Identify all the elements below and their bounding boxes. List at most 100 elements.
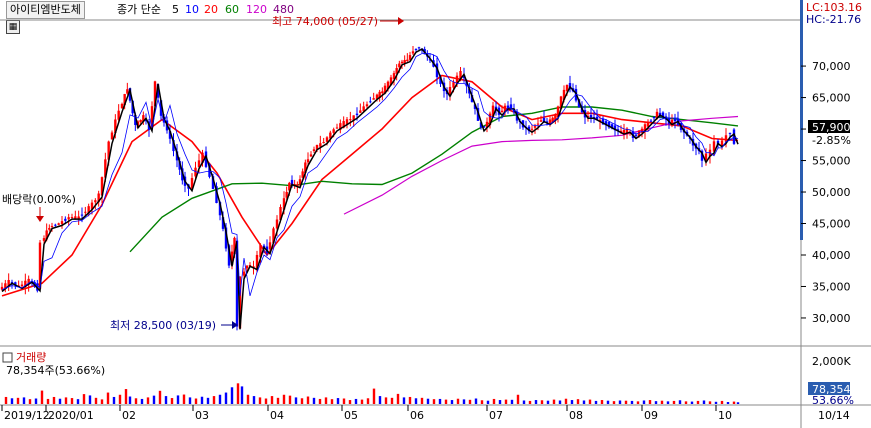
candle-body xyxy=(309,154,313,157)
volume-bar xyxy=(486,400,490,404)
volume-bar xyxy=(678,400,682,404)
price-tick-label: 40,000 xyxy=(812,249,851,262)
volume-bar xyxy=(112,396,116,404)
current-price-box xyxy=(808,120,850,133)
arrow-down-icon xyxy=(36,216,44,222)
candle-body xyxy=(0,286,4,290)
volume-bar xyxy=(318,398,322,404)
candle-body xyxy=(652,116,656,119)
candle-body xyxy=(448,86,452,97)
date-tick-label: 2019/12 xyxy=(4,409,50,422)
candle-body xyxy=(175,151,179,161)
candle-body xyxy=(134,114,137,125)
volume-bar xyxy=(52,396,56,404)
stock-name-box[interactable]: 아이티엠반도체 xyxy=(6,1,85,19)
volume-bar xyxy=(630,400,634,404)
candle-body xyxy=(159,100,163,116)
candle-body xyxy=(315,144,319,150)
candle-body xyxy=(339,123,342,130)
volume-bar xyxy=(342,398,346,404)
candle-body xyxy=(604,121,608,126)
candle-body xyxy=(168,131,172,139)
date-tick-label: 2020/01 xyxy=(48,409,94,422)
candle-body xyxy=(67,217,70,220)
volume-bar xyxy=(188,397,192,404)
volume-bar xyxy=(88,395,92,404)
scroll-indicator[interactable] xyxy=(800,0,803,240)
price-tick-label: 50,000 xyxy=(812,186,851,199)
volume-toggle-icon[interactable] xyxy=(2,352,13,363)
candle-body xyxy=(392,73,396,80)
volume-bar xyxy=(236,383,240,404)
volume-bar xyxy=(390,397,394,404)
volume-bar xyxy=(336,398,340,404)
date-tick-label: 05 xyxy=(344,409,358,422)
candle-body xyxy=(386,81,390,90)
candle-body xyxy=(90,202,94,210)
candle-body xyxy=(355,113,359,115)
candle-body xyxy=(459,70,462,80)
candle-body xyxy=(153,81,157,107)
candle-body xyxy=(485,121,489,128)
candle-body xyxy=(613,125,617,131)
volume-bar xyxy=(384,397,388,404)
candle-body xyxy=(488,113,492,125)
volume-bar xyxy=(414,398,418,404)
candle-body xyxy=(117,110,120,120)
volume-bar xyxy=(282,394,286,404)
volume-bar xyxy=(666,401,670,404)
candle-body xyxy=(649,120,653,122)
candle-body xyxy=(150,106,154,128)
candle-body xyxy=(126,89,129,94)
candle-body xyxy=(120,103,124,109)
candle-body xyxy=(728,132,732,134)
volume-bar xyxy=(636,401,640,404)
volume-bar xyxy=(128,396,132,404)
candle-body xyxy=(658,112,662,116)
candle-body xyxy=(77,216,80,219)
candle-body xyxy=(673,118,677,122)
candle-body xyxy=(398,63,401,68)
candle-body xyxy=(104,159,107,178)
volume-bar xyxy=(118,394,122,404)
volume-axis-label: 2,000K xyxy=(812,355,851,368)
volume-bar xyxy=(732,401,736,404)
ma120-line xyxy=(343,115,739,215)
candle-body xyxy=(14,282,17,286)
candle-body xyxy=(139,120,142,123)
candle-body xyxy=(156,84,160,98)
volume-bar xyxy=(588,399,592,404)
candle-body xyxy=(80,214,84,216)
candle-body xyxy=(285,191,288,198)
candle-body xyxy=(439,77,442,85)
volume-bar xyxy=(510,399,514,404)
volume-bar xyxy=(40,390,44,404)
candle-body xyxy=(634,135,638,137)
candle-body xyxy=(233,237,236,255)
candle-body xyxy=(625,128,629,135)
volume-bar xyxy=(176,395,180,404)
volume-bar xyxy=(218,394,222,404)
indicator-label: 종가 단순 xyxy=(117,3,161,16)
candle-body xyxy=(455,75,459,85)
candle-body xyxy=(238,276,242,329)
candle-body xyxy=(661,112,665,118)
volume-current-value: 78,354 xyxy=(812,383,851,396)
volume-bar xyxy=(22,397,26,404)
volume-bar xyxy=(366,398,370,404)
candle-body xyxy=(319,143,322,147)
candle-body xyxy=(272,228,275,244)
candle-body xyxy=(565,85,569,92)
candle-body xyxy=(201,152,204,164)
volume-bar xyxy=(170,398,174,404)
volume-bar xyxy=(152,395,156,404)
ma-period-60: 60 xyxy=(225,3,239,16)
candle-body xyxy=(329,132,332,139)
volume-bar xyxy=(106,392,110,404)
candle-body xyxy=(94,200,97,203)
volume-bar xyxy=(648,400,652,404)
date-tick-label: 09 xyxy=(644,409,658,422)
candle-body xyxy=(275,219,279,229)
volume-bar xyxy=(462,399,466,404)
